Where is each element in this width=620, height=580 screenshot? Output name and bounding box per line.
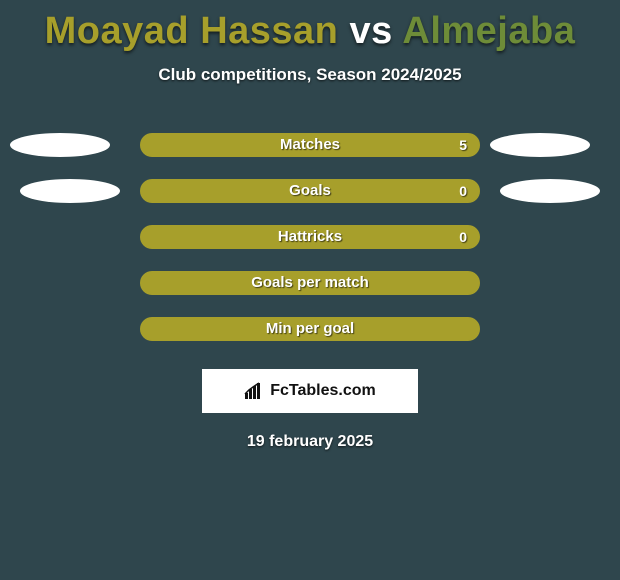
page-title: Moayad Hassan vs Almejaba	[0, 10, 620, 53]
deco-ellipse-right	[500, 179, 600, 203]
title-player-a: Moayad Hassan	[45, 10, 339, 52]
stat-label: Goals	[141, 180, 479, 202]
deco-ellipse-right	[490, 133, 590, 157]
stat-bar: Goals0	[140, 179, 480, 203]
stat-row: Hattricks0	[0, 225, 620, 249]
stat-bar: Hattricks0	[140, 225, 480, 249]
stat-row: Matches5	[0, 133, 620, 157]
stat-value-right: 5	[459, 134, 467, 156]
stat-row: Goals per match	[0, 271, 620, 295]
title-player-b: Almejaba	[402, 10, 575, 52]
stat-label: Goals per match	[141, 272, 479, 294]
stat-bar: Goals per match	[140, 271, 480, 295]
stat-label: Min per goal	[141, 318, 479, 340]
stat-label: Matches	[141, 134, 479, 156]
stat-rows: Matches5Goals0Hattricks0Goals per matchM…	[0, 133, 620, 341]
deco-ellipse-left	[20, 179, 120, 203]
stat-label: Hattricks	[141, 226, 479, 248]
brand-text: FcTables.com	[270, 382, 376, 400]
title-vs: vs	[338, 10, 402, 52]
subtitle: Club competitions, Season 2024/2025	[0, 65, 620, 85]
stat-value-right: 0	[459, 180, 467, 202]
stat-row: Goals0	[0, 179, 620, 203]
stat-value-right: 0	[459, 226, 467, 248]
chart-icon	[244, 381, 264, 401]
deco-ellipse-left	[10, 133, 110, 157]
date-text: 19 february 2025	[0, 433, 620, 451]
stat-bar: Matches5	[140, 133, 480, 157]
stat-row: Min per goal	[0, 317, 620, 341]
stat-bar: Min per goal	[140, 317, 480, 341]
brand-badge: FcTables.com	[202, 369, 418, 413]
